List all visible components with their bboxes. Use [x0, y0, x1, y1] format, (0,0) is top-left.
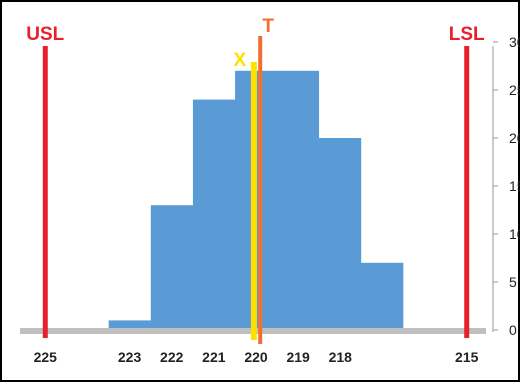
x-tick-label: 221 — [202, 349, 226, 365]
x-tick-label: 218 — [329, 349, 353, 365]
histogram-bar — [108, 320, 193, 330]
usl-label: USL — [26, 24, 64, 45]
target-line — [258, 36, 263, 344]
x-tick-label: 219 — [286, 349, 310, 365]
y-tick-label: 5 — [509, 274, 517, 290]
x-tick-label: 225 — [34, 349, 58, 365]
target-label: T — [262, 16, 274, 37]
lsl-line — [464, 46, 470, 338]
x-tick-label: 222 — [160, 349, 184, 365]
y-tick-label: 10 — [509, 226, 520, 242]
y-tick-label: 25 — [509, 82, 520, 98]
x-tick-label: 223 — [118, 349, 142, 365]
y-tick-label: 20 — [509, 130, 520, 146]
x-tick-label: 220 — [244, 349, 268, 365]
mean-label: X — [234, 50, 247, 71]
lsl-label: LSL — [449, 24, 485, 45]
x-tick-label: 215 — [455, 349, 479, 365]
mean-line — [250, 62, 257, 340]
usl-line — [42, 46, 48, 338]
y-tick-label: 15 — [509, 178, 520, 194]
histogram-bar — [319, 262, 404, 330]
y-tick-label: 0 — [509, 322, 517, 338]
y-tick-label: 30 — [509, 34, 520, 50]
